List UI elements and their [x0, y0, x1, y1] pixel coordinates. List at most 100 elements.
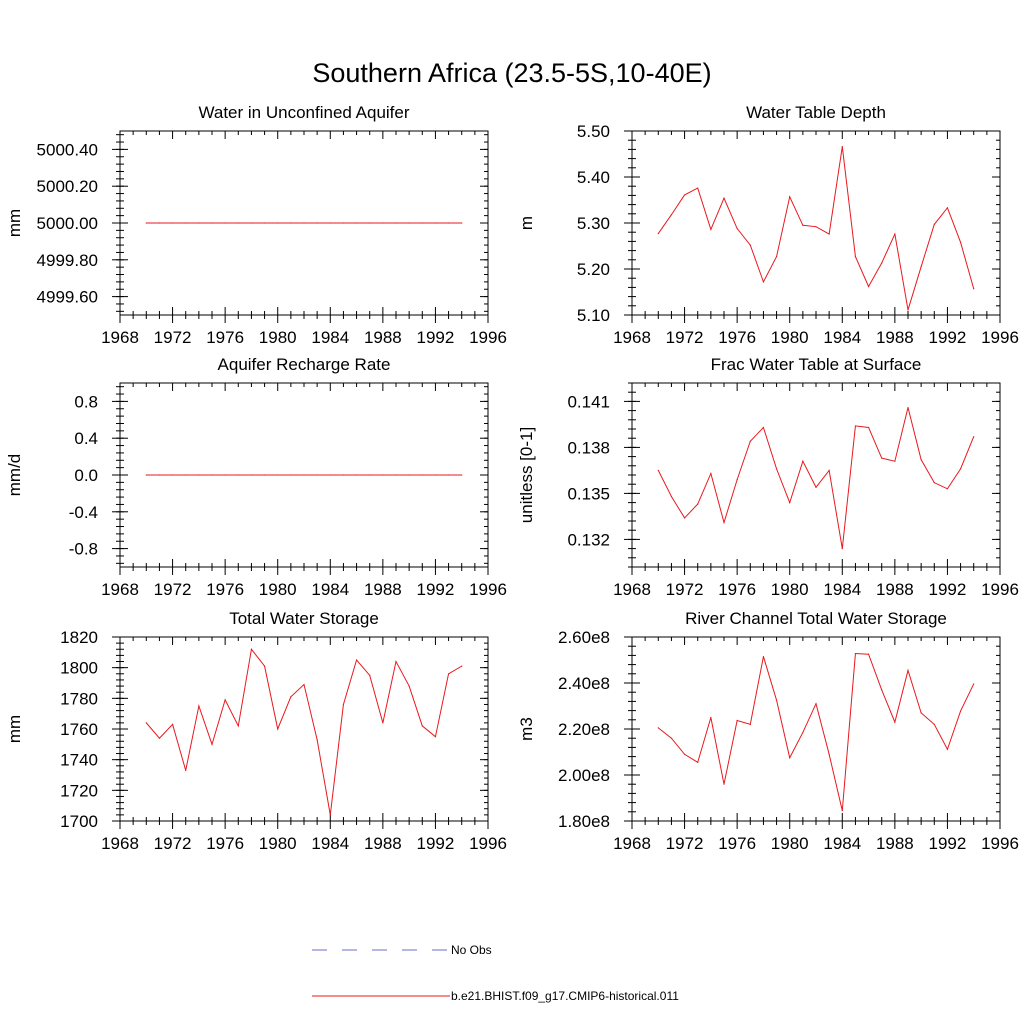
y-tick-label: 0.135 [567, 484, 610, 503]
data-point [946, 748, 949, 750]
data-point [198, 705, 200, 707]
data-point [408, 474, 410, 476]
x-tick-label: 1968 [613, 834, 651, 853]
x-tick-label: 1988 [364, 834, 402, 853]
y-tick-label: 0.0 [74, 466, 98, 485]
data-point [303, 683, 305, 686]
data-point [355, 222, 358, 224]
data-point [894, 233, 896, 235]
y-tick-label: 5.50 [577, 122, 610, 141]
data-point [683, 194, 686, 196]
x-tick-label: 1968 [101, 834, 139, 853]
x-tick-label: 1972 [666, 580, 704, 599]
x-tick-label: 1980 [259, 580, 297, 599]
data-point [736, 719, 738, 722]
data-point [447, 222, 450, 224]
data-point [434, 474, 437, 476]
data-point [185, 474, 187, 476]
data-point [920, 712, 922, 714]
y-tick-label: 2.20e8 [558, 720, 610, 739]
x-tick-label: 1992 [929, 328, 967, 347]
y-axis-label: m3 [517, 717, 536, 741]
data-point [185, 769, 187, 772]
data-point [775, 468, 778, 470]
data-point [657, 232, 659, 235]
data-point [683, 517, 686, 519]
data-point [867, 426, 870, 429]
data-point [736, 479, 738, 481]
data-point [920, 266, 922, 268]
data-point [683, 753, 686, 755]
data-point [290, 696, 292, 698]
data-point [973, 683, 975, 685]
y-tick-label: 1740 [60, 751, 98, 770]
x-tick-label: 1980 [259, 834, 297, 853]
data-point [749, 440, 751, 442]
data-point [815, 226, 817, 228]
data-point [198, 474, 200, 476]
data-point [894, 460, 896, 462]
data-point [145, 722, 147, 724]
data-point [171, 723, 174, 726]
x-tick-label: 1972 [666, 834, 704, 853]
data-point [369, 222, 371, 224]
data-point [303, 222, 305, 224]
data-point [316, 222, 318, 224]
x-tick-label: 1968 [101, 328, 139, 347]
x-tick-label: 1996 [469, 580, 507, 599]
y-tick-label: 5000.00 [37, 214, 98, 233]
data-point [145, 474, 147, 476]
data-point [382, 474, 384, 476]
data-point [421, 222, 423, 224]
data-point [802, 731, 804, 734]
y-tick-label: 1820 [60, 628, 98, 647]
data-point [290, 222, 292, 224]
data-point [959, 241, 962, 243]
data-point [854, 425, 857, 427]
data-point [329, 222, 331, 224]
y-axis-label: mm [5, 209, 24, 237]
data-point [828, 233, 830, 235]
data-point [277, 728, 279, 730]
data-point [841, 146, 843, 148]
data-point [736, 227, 738, 230]
data-point [670, 214, 673, 216]
x-tick-label: 1988 [876, 328, 914, 347]
data-point [158, 737, 161, 739]
data-point [461, 665, 463, 667]
y-tick-label: 4999.60 [37, 288, 98, 307]
data-point [723, 521, 725, 524]
data-point [329, 474, 331, 476]
y-tick-label: 2.60e8 [558, 628, 610, 647]
data-point [263, 474, 266, 476]
y-tick-label: 5000.20 [37, 177, 98, 196]
y-tick-label: -0.8 [69, 540, 98, 559]
x-tick-label: 1968 [101, 580, 139, 599]
panel-recharge-rate: Aquifer Recharge Rate mm/d 1968 1972 1976 198… [5, 355, 507, 599]
x-tick-label: 1996 [469, 328, 507, 347]
data-point [841, 548, 843, 550]
data-point [959, 710, 962, 712]
data-point [158, 474, 161, 476]
x-tick-label: 1976 [206, 834, 244, 853]
y-tick-label: 5.40 [577, 168, 610, 187]
data-point [263, 665, 266, 667]
y-tick-label: 4999.80 [37, 251, 98, 270]
data-point [224, 699, 226, 701]
data-point [749, 244, 751, 246]
data-point [342, 703, 345, 706]
panel-title: Water Table Depth [746, 103, 886, 122]
y-tick-label: 0.141 [567, 392, 610, 411]
panel-frac-water-table: Frac Water Table at Surface unitless [0-1… [517, 355, 1019, 599]
data-point [789, 502, 791, 504]
data-point [250, 648, 253, 650]
data-point [815, 486, 817, 488]
data-point [854, 255, 857, 258]
x-tick-label: 1968 [613, 328, 651, 347]
data-point [697, 187, 699, 189]
x-tick-label: 1996 [981, 328, 1019, 347]
x-tick-label: 1992 [417, 580, 455, 599]
data-point [959, 468, 962, 470]
